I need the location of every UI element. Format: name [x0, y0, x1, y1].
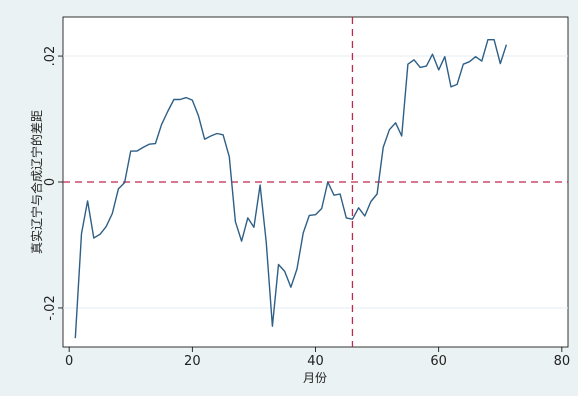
x-tick-label: 20: [184, 354, 201, 369]
y-axis-title: 真实辽宁与合成辽宁的差距: [29, 110, 44, 254]
y-tick-label: -.02: [43, 295, 58, 320]
x-tick-label: 0: [65, 354, 73, 369]
x-tick-label: 60: [430, 354, 447, 369]
y-tick-label: 0: [43, 178, 58, 186]
x-tick-label: 80: [554, 354, 571, 369]
x-tick-label: 40: [307, 354, 324, 369]
y-tick-label: .02: [43, 46, 58, 67]
x-axis-title: 月份: [303, 371, 327, 385]
